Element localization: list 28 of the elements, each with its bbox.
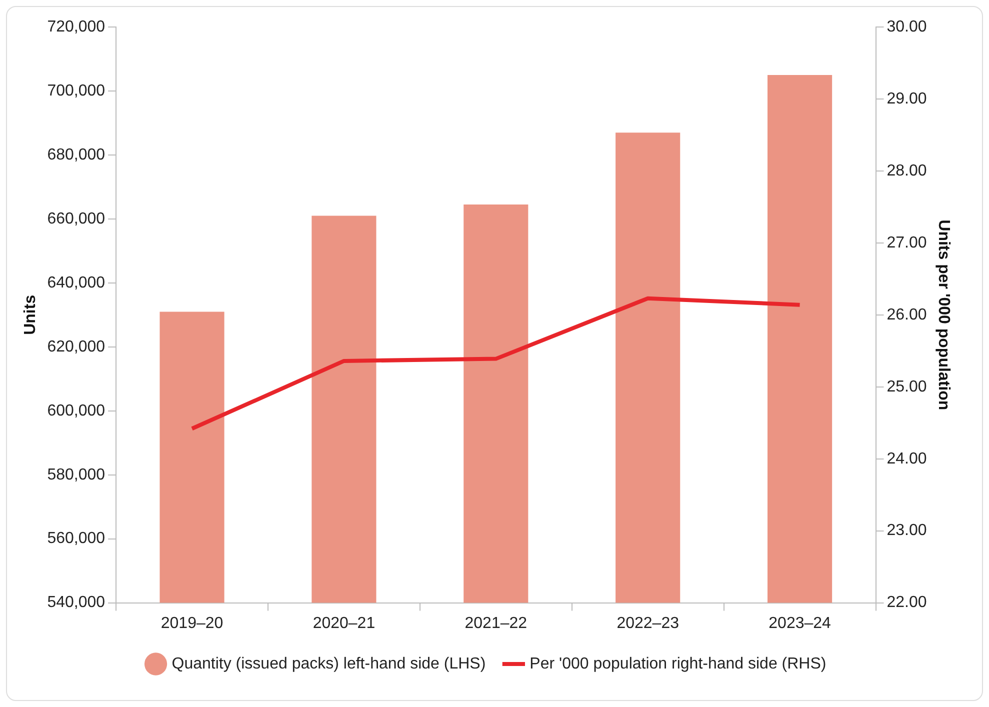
y-tick-label: 680,000	[47, 146, 106, 164]
y-tick-label: 700,000	[47, 82, 106, 100]
y-tick-label: 560,000	[47, 530, 106, 548]
x-tick-label: 2019–20	[160, 614, 224, 632]
x-tick-label: 2020–21	[312, 614, 376, 632]
y-tick-label: 660,000	[47, 210, 106, 228]
y2-tick-label: 25.00	[886, 378, 927, 396]
x-tick-label: 2022–23	[616, 614, 680, 632]
y-tick-label: 580,000	[47, 466, 106, 484]
y2-tick-label: 23.00	[886, 522, 927, 540]
x-tick-label: 2021–22	[464, 614, 528, 632]
y2-tick-label: 26.00	[886, 306, 927, 324]
x-tick-label: 2023–24	[768, 614, 832, 632]
y2-tick-label: 30.00	[886, 18, 927, 36]
y-axis-title: Units	[22, 294, 40, 335]
legend-label: Quantity (issued packs) left-hand side (LHS)	[172, 655, 486, 672]
y2-tick-label: 29.00	[886, 90, 927, 108]
legend-label: Per '000 population right-hand side (RHS)	[530, 655, 826, 672]
y-tick-label: 620,000	[47, 338, 106, 356]
y-tick-label: 540,000	[47, 594, 106, 612]
y2-axis-title: Units per '000 population	[934, 220, 952, 410]
y2-tick-label: 28.00	[886, 162, 927, 180]
y-tick-label: 640,000	[47, 274, 106, 292]
y-tick-label: 720,000	[47, 18, 106, 36]
y2-tick-label: 22.00	[886, 594, 927, 612]
y2-tick-label: 27.00	[886, 234, 927, 252]
y-tick-label: 600,000	[47, 402, 106, 420]
y2-tick-label: 24.00	[886, 450, 927, 468]
